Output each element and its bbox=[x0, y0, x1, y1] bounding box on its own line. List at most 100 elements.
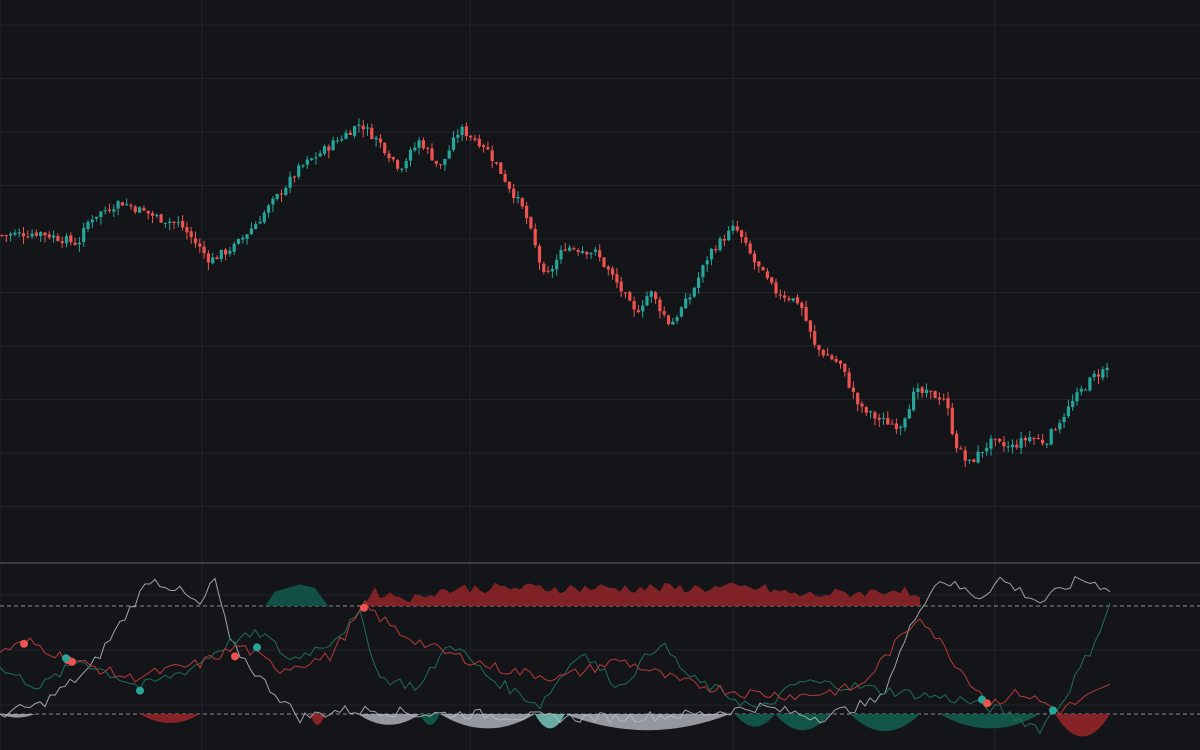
candle-body bbox=[335, 140, 339, 142]
candle-body bbox=[955, 433, 959, 449]
candle-body bbox=[744, 237, 748, 243]
candle-body bbox=[890, 423, 894, 425]
candle-body bbox=[516, 197, 520, 199]
candle-body bbox=[434, 160, 438, 164]
candle-body bbox=[168, 221, 172, 223]
candle-body bbox=[830, 355, 834, 360]
candle-body bbox=[408, 149, 413, 161]
candle-body bbox=[525, 205, 529, 219]
oversold-fill bbox=[1055, 714, 1110, 737]
candle-body bbox=[181, 221, 185, 228]
candle-body bbox=[985, 447, 989, 452]
oversold-fill bbox=[310, 714, 325, 725]
oversold-fill bbox=[940, 714, 1040, 729]
candle-body bbox=[219, 249, 223, 260]
signal-dot-down bbox=[68, 657, 76, 666]
candle-body bbox=[740, 230, 744, 237]
candle-body bbox=[60, 241, 64, 243]
candle-body bbox=[348, 132, 352, 135]
candle-body bbox=[1045, 443, 1049, 445]
candle-body bbox=[684, 298, 688, 309]
candle-body bbox=[120, 202, 124, 206]
candle-body bbox=[215, 257, 219, 260]
candle-body bbox=[559, 250, 563, 260]
candle-body bbox=[232, 243, 236, 252]
candle-body bbox=[460, 126, 464, 136]
candle-body bbox=[722, 239, 726, 241]
candle-body bbox=[563, 249, 567, 251]
candle-body bbox=[615, 274, 619, 283]
candle-body bbox=[735, 226, 739, 231]
candle-body bbox=[361, 125, 365, 130]
candle-body bbox=[245, 234, 249, 239]
candle-body bbox=[185, 227, 189, 233]
candle-body bbox=[17, 232, 21, 234]
signal-dot-down bbox=[20, 639, 28, 648]
candle-body bbox=[907, 409, 911, 419]
overbought-fill-green bbox=[265, 584, 328, 606]
candle-body bbox=[537, 246, 542, 263]
candle-body bbox=[881, 417, 886, 419]
candle-body bbox=[477, 138, 481, 147]
candle-body bbox=[4, 235, 8, 237]
candle-body bbox=[267, 205, 271, 213]
candle-body bbox=[1075, 392, 1079, 402]
oversold-fill bbox=[0, 714, 35, 718]
candle-body bbox=[778, 294, 782, 296]
candle-body bbox=[800, 302, 804, 308]
candle-body bbox=[679, 307, 683, 317]
candle-body bbox=[258, 221, 262, 224]
oscillator-line-green bbox=[0, 602, 1111, 735]
candle-body bbox=[413, 147, 417, 151]
candle-body bbox=[490, 150, 494, 161]
candle-body bbox=[142, 208, 146, 211]
candle-body bbox=[73, 242, 77, 245]
candle-body bbox=[1079, 388, 1083, 392]
candle-body bbox=[834, 358, 838, 362]
candle-body bbox=[288, 176, 292, 188]
candle-body bbox=[1062, 416, 1066, 423]
candle-body bbox=[133, 206, 137, 212]
candle-body bbox=[391, 157, 395, 160]
signal-dot-down bbox=[983, 699, 991, 708]
candle-body bbox=[774, 282, 778, 294]
candle-body bbox=[9, 233, 13, 236]
candle-body bbox=[1032, 438, 1036, 440]
candle-body bbox=[176, 222, 180, 224]
candle-body bbox=[838, 360, 843, 364]
oversold-fill bbox=[735, 714, 775, 727]
candle-body bbox=[666, 315, 671, 325]
candle-body bbox=[512, 188, 516, 199]
candle-body bbox=[692, 287, 696, 297]
candle-body bbox=[1041, 439, 1045, 444]
candle-body bbox=[628, 292, 632, 301]
candle-body bbox=[95, 216, 99, 219]
candle-body bbox=[383, 143, 387, 154]
candle-body bbox=[357, 124, 361, 126]
candle-body bbox=[116, 201, 120, 209]
candle-body bbox=[34, 232, 38, 236]
oversold-fill bbox=[420, 714, 440, 725]
candle-body bbox=[989, 438, 993, 449]
candle-body bbox=[808, 320, 812, 332]
oscillator-line-red bbox=[0, 599, 1111, 716]
candle-body bbox=[937, 397, 941, 400]
candle-body bbox=[641, 305, 645, 312]
candle-body bbox=[292, 176, 296, 178]
candle-body bbox=[1002, 441, 1006, 447]
candle-body bbox=[236, 238, 241, 244]
candle-body bbox=[851, 387, 855, 392]
candle-body bbox=[1066, 406, 1070, 417]
candle-body bbox=[318, 153, 322, 157]
candle-body bbox=[193, 238, 198, 244]
signal-dot-up bbox=[253, 643, 261, 652]
signal-dot-down bbox=[360, 603, 368, 612]
candle-body bbox=[847, 372, 851, 388]
candle-body bbox=[933, 391, 937, 398]
candle-body bbox=[305, 159, 309, 165]
candle-body bbox=[894, 423, 898, 430]
candle-body bbox=[611, 268, 615, 275]
candle-body bbox=[0, 235, 4, 237]
candle-body bbox=[688, 297, 692, 300]
candle-body bbox=[821, 350, 825, 356]
